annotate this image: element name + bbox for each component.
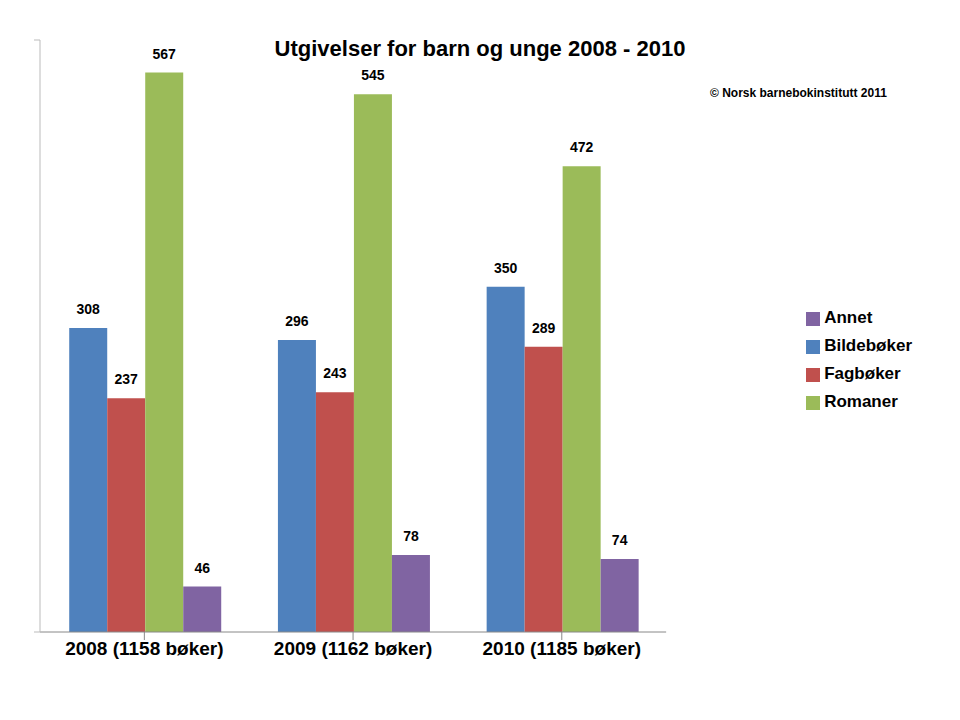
svg-text:289: 289: [532, 320, 556, 336]
svg-text:74: 74: [612, 532, 628, 548]
svg-text:350: 350: [494, 260, 518, 276]
svg-text:2010 (1185 bøker): 2010 (1185 bøker): [483, 638, 641, 659]
html-text:Utgivelser for barn og unge 20: Utgivelser for barn og unge 2008 - 2010: [274, 36, 686, 61]
svg-text:2008 (1158 bøker): 2008 (1158 bøker): [65, 638, 223, 659]
svg-text:472: 472: [570, 139, 594, 155]
svg-text:2009 (1162 bøker): 2009 (1162 bøker): [274, 638, 432, 659]
svg-text:567: 567: [153, 46, 177, 62]
html-text:Annet: Annet: [824, 308, 873, 327]
svg-text:46: 46: [194, 560, 210, 576]
svg-text:545: 545: [361, 67, 385, 83]
svg-text:308: 308: [77, 301, 101, 317]
html-text:Fagbøker: Fagbøker: [824, 364, 901, 383]
svg-text:243: 243: [323, 365, 347, 381]
html-text:© Norsk barnebokinstitutt 2011: © Norsk barnebokinstitutt 2011: [710, 86, 887, 100]
html-text:Bildebøker: Bildebøker: [824, 336, 912, 355]
svg-text:78: 78: [403, 528, 419, 544]
svg-text:296: 296: [285, 313, 309, 329]
svg-text:237: 237: [115, 371, 139, 387]
html-text:Romaner: Romaner: [824, 392, 898, 411]
